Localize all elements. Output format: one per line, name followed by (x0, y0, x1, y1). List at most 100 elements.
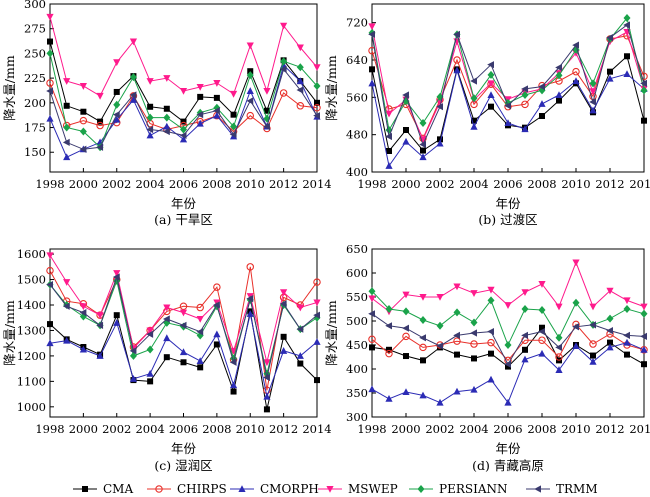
x-tick-label: 1998 (35, 422, 64, 436)
data-point (470, 290, 478, 297)
panel-caption: (d) 青藏高原 (472, 458, 544, 473)
x-tick-label: 2002 (425, 177, 454, 191)
y-tick-label: 400 (346, 165, 368, 179)
data-point (572, 77, 580, 84)
data-point (196, 316, 204, 323)
data-point (313, 338, 321, 345)
legend-marker (326, 486, 334, 493)
x-tick-label: 2006 (493, 422, 522, 436)
data-point (146, 131, 154, 139)
x-tick-label: 1998 (357, 422, 386, 436)
legend-item-chirps: CHIRPS (147, 482, 227, 496)
data-point (403, 353, 409, 360)
data-point (419, 316, 427, 325)
data-point (623, 331, 630, 339)
legend-item-mswep: MSWEP (318, 482, 398, 496)
data-point (113, 115, 121, 123)
data-point (640, 346, 648, 353)
data-point (470, 94, 478, 103)
data-point (589, 340, 597, 348)
data-point (63, 123, 71, 132)
data-point (47, 38, 53, 45)
data-point (263, 87, 271, 95)
data-point (246, 42, 254, 50)
data-point (606, 314, 614, 323)
data-point (504, 360, 511, 368)
panel-caption: (c) 湿润区 (154, 458, 212, 473)
data-point (129, 91, 137, 99)
data-point (589, 303, 597, 311)
data-point (607, 339, 613, 346)
y-tick-label: 175 (24, 121, 46, 135)
x-tick-label: 2004 (135, 177, 164, 191)
data-point (163, 122, 171, 130)
data-point (505, 363, 511, 370)
x-tick-label: 2010 (561, 177, 590, 191)
data-point (521, 331, 528, 339)
data-point (386, 148, 392, 154)
data-point (180, 359, 187, 366)
data-point (79, 303, 87, 311)
y-tick-label: 600 (346, 266, 368, 280)
data-point (368, 295, 376, 303)
data-point (279, 300, 287, 308)
data-point (402, 332, 410, 341)
data-point (263, 359, 271, 367)
data-point (385, 162, 393, 169)
data-point (572, 298, 580, 307)
y-tick-label: 1200 (17, 349, 46, 363)
series-line (371, 16, 645, 132)
data-point (280, 333, 287, 340)
data-point (80, 108, 87, 115)
data-point (46, 266, 54, 275)
x-tick-label: 1998 (35, 177, 64, 191)
data-point (246, 111, 255, 120)
data-point (521, 289, 529, 296)
data-point (63, 102, 70, 109)
legend-label: CHIRPS (177, 482, 227, 496)
data-point (46, 79, 54, 87)
data-point (180, 125, 187, 134)
data-point (419, 153, 427, 161)
data-point (385, 394, 393, 402)
y-tick-label: 650 (346, 242, 368, 256)
y-tick-label: 1300 (17, 323, 46, 337)
y-tick-label: 250 (24, 46, 46, 60)
data-point (488, 350, 494, 357)
data-point (572, 259, 580, 267)
y-tick-label: 225 (24, 71, 46, 85)
data-point (470, 122, 478, 130)
data-point (230, 388, 237, 395)
data-point (368, 310, 375, 318)
data-point (296, 304, 304, 312)
data-point (179, 309, 188, 317)
data-point (368, 79, 376, 87)
series-persiann (368, 14, 648, 134)
data-point (419, 119, 427, 127)
data-point (419, 334, 426, 342)
data-point (555, 71, 563, 80)
data-point (471, 355, 477, 362)
data-point (246, 310, 254, 317)
data-point (402, 91, 409, 99)
data-point (589, 98, 596, 106)
data-point (555, 63, 562, 72)
data-point (229, 130, 237, 139)
data-point (436, 321, 444, 330)
data-point (146, 330, 154, 338)
data-point (385, 349, 393, 358)
data-point (197, 364, 204, 371)
data-point (280, 22, 288, 30)
data-point (196, 111, 204, 119)
data-point (46, 252, 54, 260)
data-point (163, 75, 171, 82)
data-point (96, 92, 104, 100)
data-point (556, 97, 562, 104)
data-point (640, 332, 647, 340)
y-tick-label: 1000 (17, 400, 46, 414)
x-axis-label: 年份 (495, 196, 521, 211)
series-cmorph (368, 66, 648, 169)
data-point (453, 331, 460, 339)
data-point (279, 89, 288, 97)
data-point (623, 14, 631, 22)
